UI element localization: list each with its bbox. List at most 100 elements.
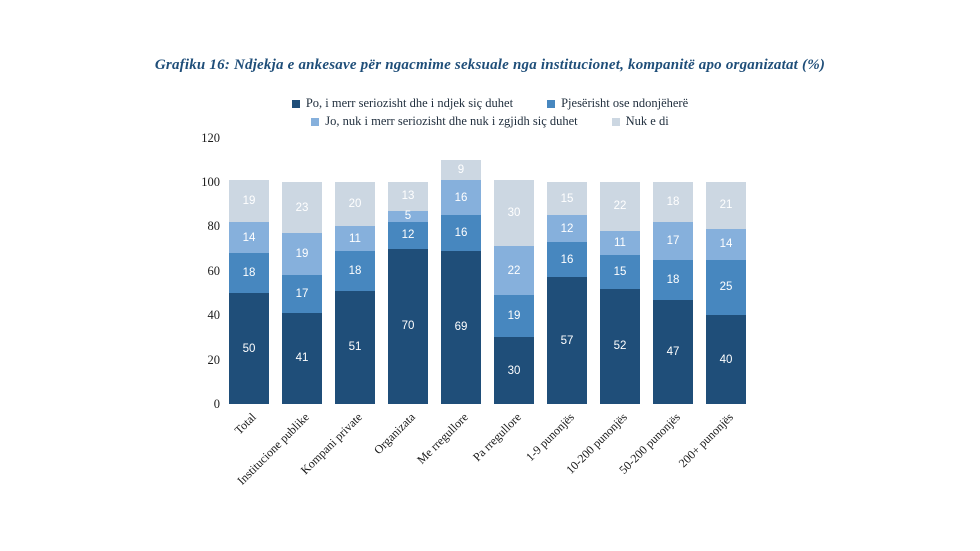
legend-label: Po, i merr seriozisht dhe i ndjek siç du… (305, 96, 514, 110)
legend-label: Nuk e di (625, 114, 669, 128)
y-tick-label: 20 (207, 352, 221, 367)
bar-segment: 19 (282, 233, 322, 276)
legend-swatch-icon (311, 117, 320, 126)
bar-value-label: 16 (560, 253, 574, 266)
legend-label: Pjesërisht ose ndonjëherë (561, 96, 689, 110)
bar-value-label: 30 (507, 364, 521, 377)
stacked-bar: 30 22 19 30 (494, 179, 534, 404)
bar-value-label: 16 (454, 191, 468, 204)
bar-segment: 17 (282, 275, 322, 313)
legend-row: Jo, nuk i merr seriozisht dhe nuk i zgji… (311, 114, 669, 129)
bar-segment: 41 (282, 312, 322, 404)
bar-segment: 20 (335, 182, 375, 227)
bar-value-label: 22 (507, 264, 521, 277)
bar-value-label: 40 (719, 353, 733, 366)
bar-value-label: 14 (242, 231, 256, 244)
legend-item: Po, i merr seriozisht dhe i ndjek siç du… (291, 96, 514, 111)
legend-swatch-icon (291, 99, 300, 108)
stacked-bar: 18 17 18 47 (653, 182, 693, 404)
bar-segment: 9 (441, 159, 481, 180)
bar-value-label: 11 (349, 232, 361, 245)
stacked-bar: 13 5 12 70 (388, 182, 428, 404)
bar-segment: 18 (335, 250, 375, 291)
bar-segment: 25 (706, 259, 746, 316)
y-tick-label: 0 (213, 397, 220, 411)
bar-segment: 15 (547, 182, 587, 216)
bar-value-label: 19 (507, 310, 521, 323)
y-tick-label: 120 (201, 130, 220, 145)
bar-segment: 30 (494, 179, 534, 247)
bar-segment: 14 (229, 221, 269, 254)
bar-segment: 18 (229, 253, 269, 293)
bar-segment: 15 (600, 255, 640, 289)
legend-swatch-icon (547, 99, 556, 108)
stacked-bar: 22 11 15 52 (600, 182, 640, 404)
legend-item: Pjesërisht ose ndonjëherë (547, 96, 688, 111)
y-tick-label: 60 (207, 263, 221, 278)
legend-item: Jo, nuk i merr seriozisht dhe nuk i zgji… (311, 114, 578, 129)
bar-value-label: 23 (295, 201, 309, 214)
bar-value-label: 14 (719, 238, 733, 251)
bar-segment: 52 (600, 288, 640, 404)
bar-value-label: 12 (560, 222, 574, 235)
bar-value-label: 16 (454, 227, 468, 240)
bar-value-label: 52 (613, 340, 627, 353)
y-tick-label: 100 (201, 175, 220, 189)
bar-value-label: 70 (401, 320, 415, 333)
bar-segment: 16 (547, 241, 587, 278)
legend-label: Jo, nuk i merr seriozisht dhe nuk i zgji… (325, 114, 578, 128)
bar-value-label: 25 (719, 281, 733, 294)
bar-value-label: 20 (348, 198, 362, 211)
stacked-bar: 23 19 17 41 (282, 182, 322, 404)
bar-value-label: 17 (295, 288, 309, 301)
bar-segment: 21 (706, 182, 746, 229)
stacked-bar: 9 16 16 69 (441, 159, 481, 404)
bar-value-label: 51 (348, 341, 362, 354)
bar-segment: 14 (706, 228, 746, 260)
y-tick-label: 40 (207, 308, 221, 323)
bar-value-label: 17 (666, 234, 680, 247)
bar-segment: 11 (335, 226, 375, 251)
stacked-bar: 19 14 18 50 (229, 179, 269, 404)
bar-segment: 19 (229, 179, 269, 222)
bar-segment: 18 (653, 259, 693, 300)
bar-segment: 40 (706, 315, 746, 404)
bar-value-label: 5 (404, 210, 412, 223)
bar-segment: 13 (388, 182, 428, 211)
bar-segment: 22 (600, 182, 640, 231)
y-tick-label: 80 (207, 219, 221, 234)
bar-value-label: 18 (666, 273, 680, 286)
bar-segment: 23 (282, 182, 322, 234)
stacked-bar: 15 12 16 57 (547, 182, 587, 404)
bar-segment: 51 (335, 290, 375, 404)
bar-segment: 70 (388, 248, 428, 404)
stacked-bar: 20 11 18 51 (335, 182, 375, 404)
bar-segment: 17 (653, 221, 693, 260)
legend-swatch-icon (611, 117, 620, 126)
bar-value-label: 13 (401, 190, 415, 203)
bar-value-label: 21 (719, 199, 733, 212)
legend-item: Nuk e di (611, 114, 669, 129)
bar-segment: 47 (653, 299, 693, 404)
bar-value-label: 11 (614, 237, 626, 250)
bar-segment: 16 (441, 215, 481, 251)
bar-value-label: 15 (560, 192, 574, 205)
bar-segment: 16 (441, 179, 481, 216)
bar-segment: 18 (653, 182, 693, 222)
bar-value-label: 57 (560, 334, 574, 347)
bar-value-label: 30 (507, 207, 521, 220)
stacked-bar: 21 14 25 40 (706, 182, 746, 404)
bar-segment: 11 (600, 230, 640, 256)
bar-segment: 69 (441, 250, 481, 404)
bar-value-label: 47 (666, 345, 680, 358)
bar-segment: 30 (494, 337, 534, 404)
bar-value-label: 18 (348, 264, 362, 277)
chart-legend: Po, i merr seriozisht dhe i ndjek siç du… (0, 96, 980, 129)
legend-row: Po, i merr seriozisht dhe i ndjek siç du… (291, 96, 688, 111)
chart-title: Grafiku 16: Ndjekja e ankesave për ngacm… (154, 57, 826, 73)
bar-value-label: 15 (613, 265, 627, 278)
bar-value-label: 19 (295, 248, 309, 261)
bar-value-label: 9 (457, 163, 465, 176)
